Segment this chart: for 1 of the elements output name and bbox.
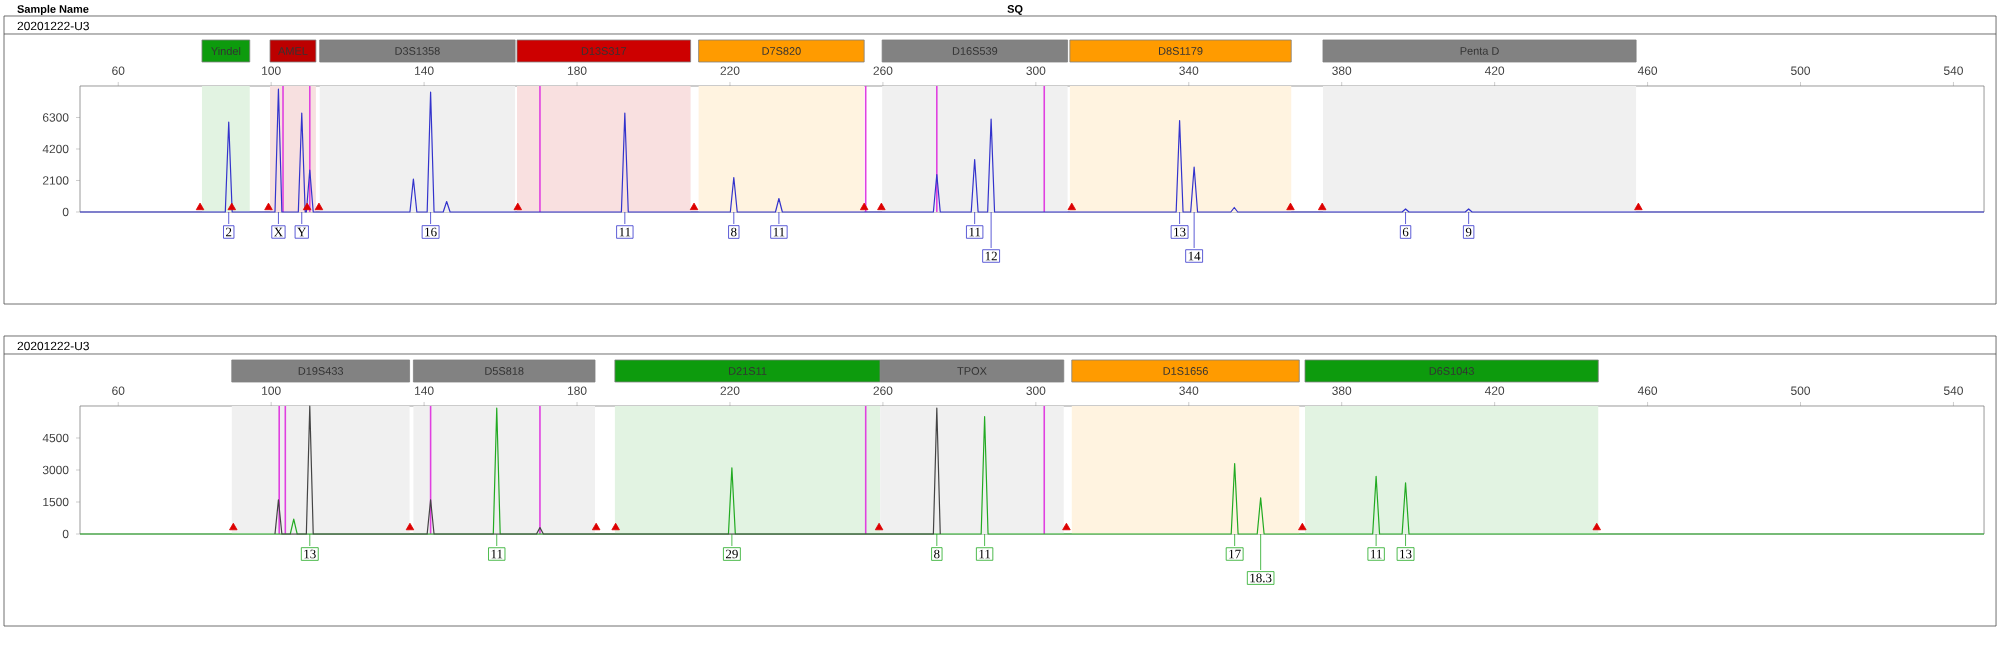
line-series — [274, 405, 941, 535]
